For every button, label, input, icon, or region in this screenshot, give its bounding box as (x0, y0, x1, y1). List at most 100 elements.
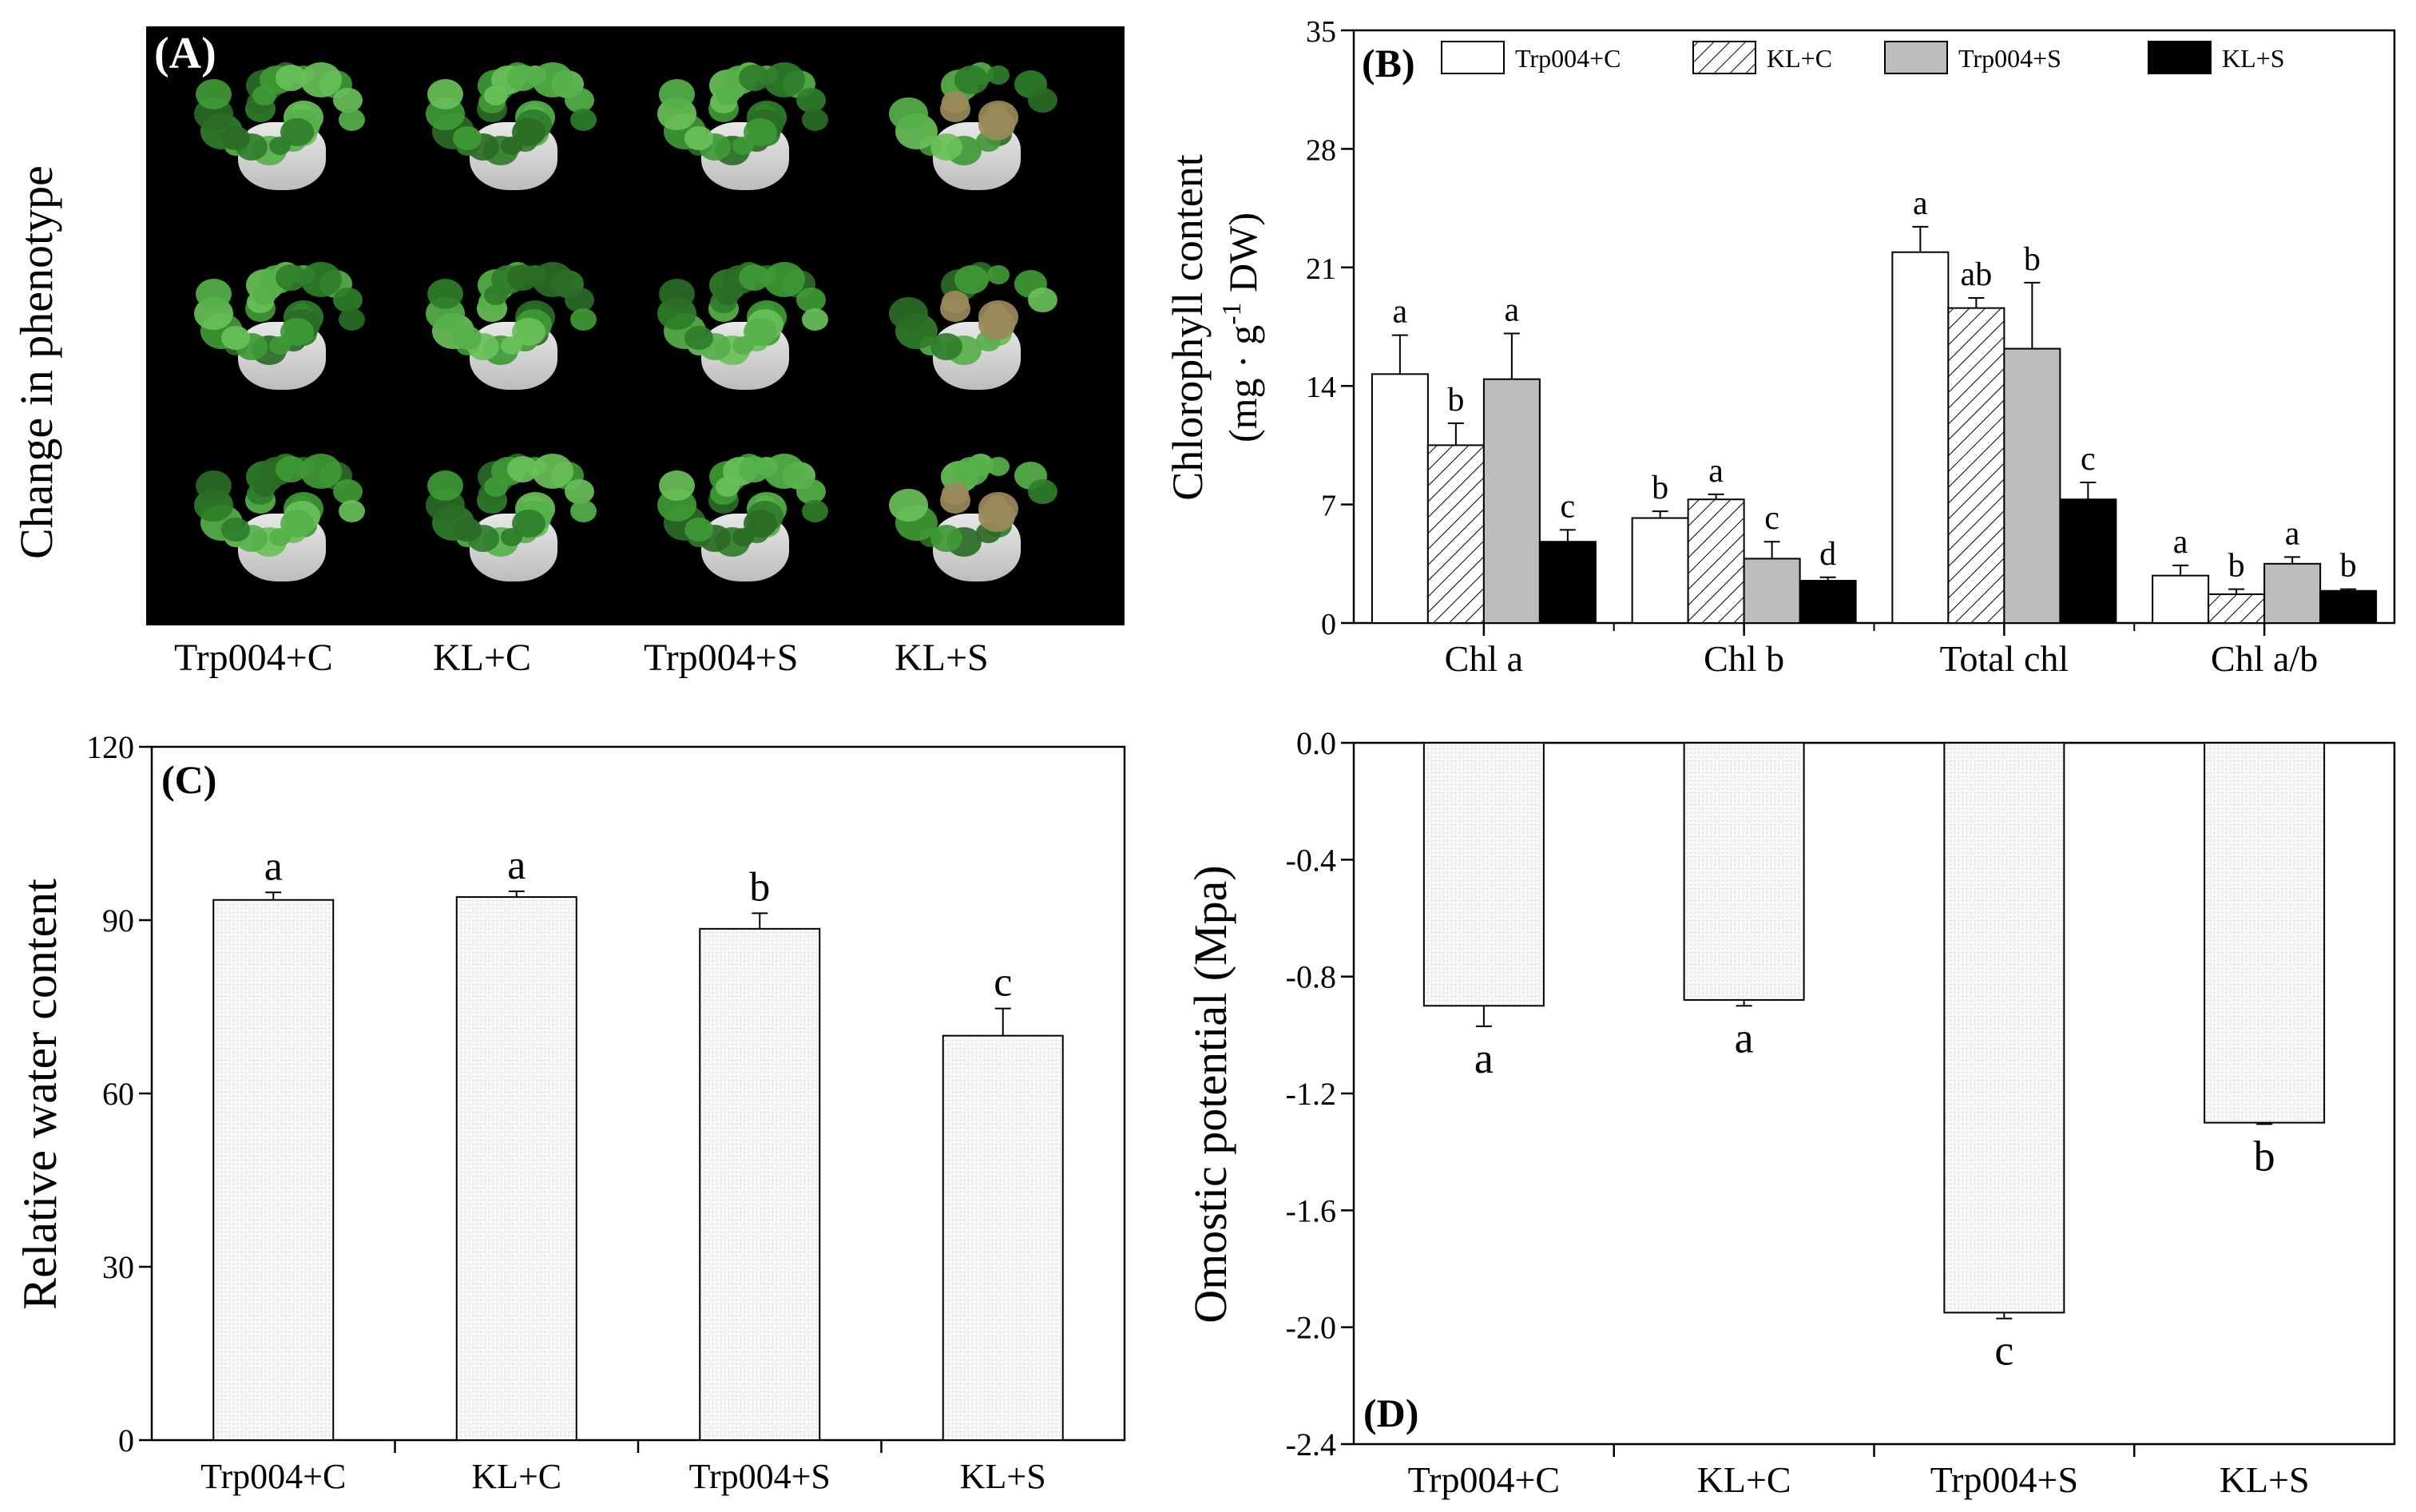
leaf-cluster (483, 476, 508, 498)
leaf-cluster (987, 264, 1010, 284)
x-tick-label: Trp004+C (1408, 1459, 1560, 1500)
x-tick-label: Chl a (1445, 638, 1523, 679)
leaf-cluster (252, 284, 276, 306)
leaf-cluster (739, 65, 771, 92)
y-tick-label: -2.0 (1286, 1310, 1336, 1346)
bar (1743, 558, 1801, 624)
y-tick-label: 35 (1306, 15, 1336, 49)
panel-c-ylabel-group: Relative water content (14, 879, 66, 1310)
y-tick-label: 90 (102, 903, 134, 939)
leaf-cluster (252, 476, 276, 498)
significance-letter: a (1913, 185, 1928, 222)
significance-letter: b (2024, 241, 2041, 278)
significance-letter: ab (1961, 256, 1993, 293)
bar (1422, 742, 1545, 1007)
leaf-cluster (801, 108, 828, 131)
leaf-cluster (739, 264, 771, 292)
bar (2059, 498, 2117, 624)
bar (1683, 742, 1805, 1001)
leaf-cluster (426, 78, 463, 110)
leaf-cluster (507, 456, 539, 483)
leaf-cluster (338, 108, 365, 131)
leaf-cluster (569, 499, 597, 522)
panel-a-caption-4: KL+S (895, 637, 989, 679)
leaf-cluster (763, 261, 805, 298)
leaf-cluster (452, 125, 482, 151)
leaf-cluster (930, 332, 962, 360)
leaf-cluster (684, 125, 713, 151)
leaf-cluster (978, 308, 1016, 341)
leaf-cluster (1027, 478, 1057, 505)
leaf-cluster (763, 453, 805, 490)
chart-d: 0.0 -0.4 -0.8 -1.2 -1.6 -2.0 -2.4 Trp004+C a KL+C… (1184, 725, 2396, 1500)
bar (2263, 562, 2322, 624)
leaf-cluster (300, 261, 342, 298)
y-tick-label: 60 (102, 1076, 134, 1112)
bar (212, 899, 335, 1441)
leaf-cluster (531, 453, 573, 490)
leaf-cluster (280, 117, 314, 147)
panel-b-ylabel-line2: (mg · g-1 DW) (1217, 212, 1265, 442)
y-tick-label: -0.4 (1286, 842, 1336, 878)
panel-b-ylabel: Chlorophyll content (mg · g-1 DW) (1164, 154, 1265, 500)
leaf-cluster (715, 284, 740, 306)
leaf-cluster (276, 65, 307, 92)
ylabel-superscript: -1 (1217, 302, 1247, 324)
leaf-cluster (511, 117, 545, 147)
leaf-cluster (195, 470, 232, 502)
leaf-cluster (426, 278, 463, 310)
bar (699, 927, 821, 1441)
leaf-cluster (531, 261, 573, 298)
y-tick-label: 21 (1306, 252, 1336, 286)
leaf-cluster (280, 509, 314, 538)
leaf-cluster (930, 133, 962, 161)
leaf-cluster (338, 308, 365, 331)
panel-c-ylabel: Relative water content (14, 879, 66, 1310)
leaf-cluster (300, 62, 342, 98)
y-tick-label: 120 (86, 729, 134, 765)
leaf-cluster (507, 65, 539, 92)
legend-label: KL+S (2222, 44, 2285, 73)
ylabel-text-end: DW) (1220, 212, 1265, 302)
chart-c: 0 30 60 90 120 Trp004+C a KL+C a Trp004+S b KL+S c (C… (14, 729, 1126, 1496)
y-tick-label: 0 (118, 1423, 134, 1458)
x-tick-label: Trp004+S (1930, 1459, 2078, 1500)
panel-b-ylabel-line1: Chlorophyll content (1164, 154, 1212, 500)
leaf-cluster (195, 278, 232, 310)
leaf-cluster (511, 509, 545, 538)
leaf-cluster (942, 90, 970, 114)
leaf-cluster (658, 78, 695, 110)
panel-b-label: (B) (1362, 41, 1415, 85)
x-tick-label: KL+C (1697, 1459, 1791, 1500)
leaf-cluster (276, 264, 307, 292)
legend-swatch (1441, 41, 1505, 74)
leaf-cluster (930, 524, 962, 552)
leaf-cluster (743, 317, 777, 347)
leaf-cluster (987, 65, 1010, 85)
panel-a-caption-1: Trp004+C (174, 637, 333, 679)
y-tick-label: -1.2 (1286, 1076, 1336, 1112)
legend-swatch (1884, 41, 1948, 74)
leaf-cluster (1027, 287, 1057, 313)
leaf-cluster (801, 499, 828, 522)
leaf-cluster (888, 296, 928, 331)
leaf-cluster (507, 264, 539, 292)
panel-d-ylabel: Omostic potential (Mpa) (1184, 865, 1236, 1323)
leaf-cluster (942, 482, 970, 506)
significance-letter: b (1447, 382, 1464, 419)
y-tick-label: 28 (1306, 133, 1336, 167)
leaf-cluster (426, 470, 463, 502)
bar (455, 896, 577, 1441)
significance-letter: b (749, 864, 770, 910)
significance-letter: b (2340, 548, 2357, 585)
significance-letter: a (1505, 292, 1520, 328)
leaf-cluster (1027, 87, 1057, 113)
significance-letter: a (1735, 1014, 1754, 1062)
leaf-cluster (715, 85, 740, 106)
leaf-cluster (276, 456, 307, 483)
bar (1538, 541, 1597, 624)
leaf-cluster (220, 125, 250, 151)
bar (2208, 593, 2266, 625)
x-tick-label: Total chl (1940, 638, 2069, 679)
y-tick-label: 30 (102, 1249, 134, 1285)
